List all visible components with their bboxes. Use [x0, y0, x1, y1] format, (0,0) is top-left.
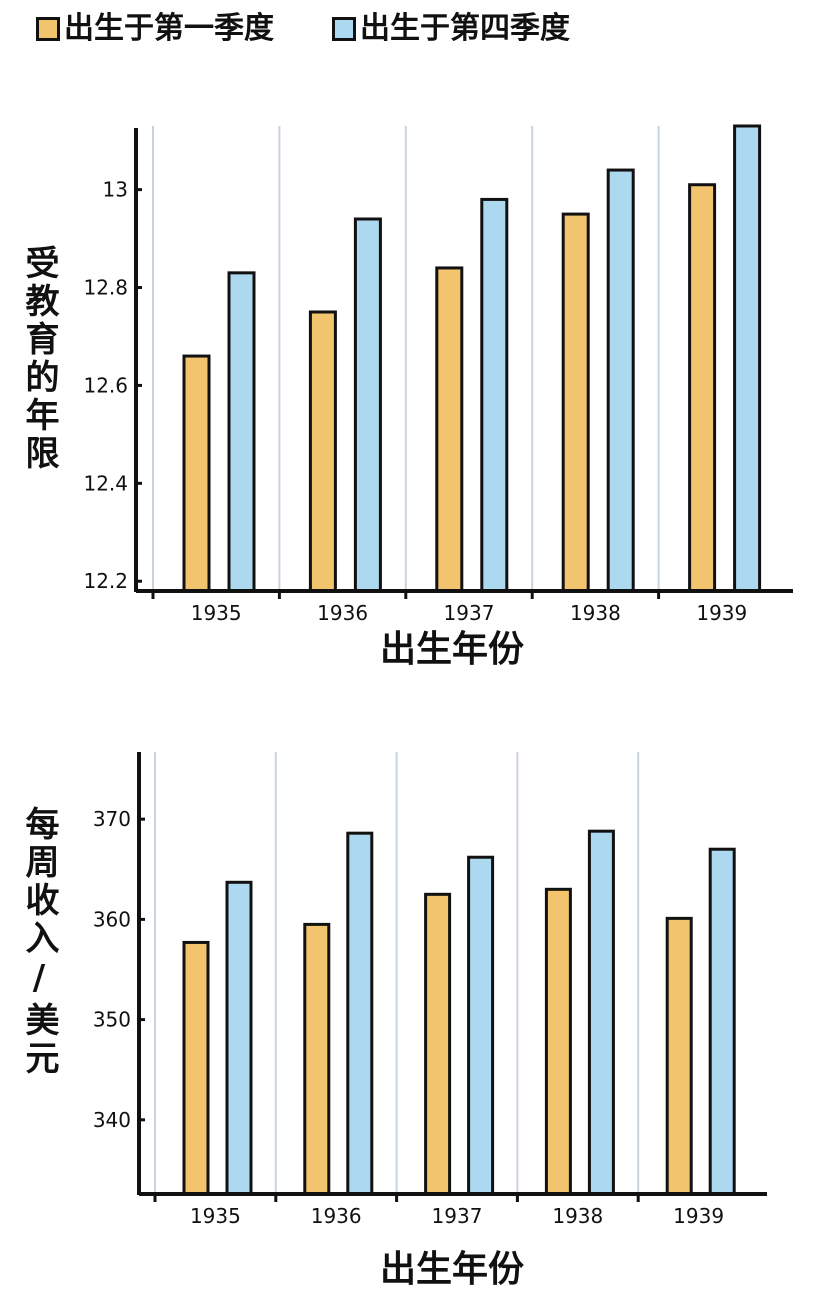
income-y-tick-label: 360	[93, 907, 131, 931]
income-bar-q4-1938	[587, 829, 615, 1196]
income-bar-q1-1939	[665, 916, 693, 1196]
income-y-tick-label: 340	[93, 1108, 131, 1132]
education-x-tick-label: 1939	[696, 601, 747, 625]
income-bar-q4-1936	[346, 831, 374, 1196]
education-y-tick-label: 12.4	[83, 471, 128, 495]
education-bar-q4-1939	[733, 124, 762, 593]
income-x-tick-label: 1939	[673, 1204, 724, 1228]
income-bar-q1-1936	[303, 922, 331, 1196]
income-y-tick-label: 350	[93, 1008, 131, 1032]
education-y-axis-title: 受教育的年限	[19, 245, 59, 473]
education-bar-q1-1937	[435, 266, 464, 593]
income-y-axis-title: 每周收入/美元	[19, 806, 59, 1078]
income-bar-q4-1939	[708, 847, 736, 1196]
income-x-tick-label: 1937	[432, 1204, 483, 1228]
income-x-tick-label: 1938	[552, 1204, 603, 1228]
legend-swatch-q1	[36, 17, 60, 41]
education-y-tick-label: 12.6	[83, 373, 128, 397]
income-y-tick-label: 370	[93, 807, 131, 831]
education-x-axis-title: 出生年份	[380, 629, 525, 670]
income-bar-q4-1935	[225, 880, 253, 1196]
income-x-axis-title: 出生年份	[380, 1249, 525, 1290]
education-bar-q1-1936	[308, 310, 337, 593]
income-bar-q1-1935	[182, 940, 210, 1196]
income-x-tick-label: 1935	[190, 1204, 241, 1228]
education-x-tick-label: 1938	[570, 601, 621, 625]
education-y-tick-label: 13	[103, 178, 128, 202]
income-x-tick-label: 1936	[311, 1204, 362, 1228]
legend-item-q1: 出生于第一季度	[36, 14, 274, 44]
education-bar-q1-1935	[182, 354, 211, 593]
education-x-tick-label: 1937	[444, 601, 495, 625]
education-y-tick-label: 12.2	[83, 569, 128, 593]
legend-swatch-q4	[332, 17, 356, 41]
income-bar-q4-1937	[467, 855, 495, 1196]
legend-item-q4: 出生于第四季度	[332, 14, 570, 44]
income-bar-q1-1938	[544, 887, 572, 1196]
legend: 出生于第一季度 出生于第四季度	[36, 14, 570, 44]
education-y-tick-label: 12.8	[83, 276, 128, 300]
education-x-tick-label: 1935	[191, 601, 242, 625]
legend-label-q1: 出生于第一季度	[64, 11, 274, 46]
education-bar-q4-1935	[227, 271, 256, 593]
education-bar-q1-1938	[561, 212, 590, 593]
education-x-tick-label: 1936	[317, 601, 368, 625]
income-bar-q1-1937	[424, 892, 452, 1196]
education-bar-q1-1939	[688, 183, 717, 593]
education-years-chart: 1935 1936 1937 1938 1939 12.2 12.4 12.6 12.8 13	[83, 124, 793, 625]
legend-label-q4: 出生于第四季度	[360, 11, 570, 46]
